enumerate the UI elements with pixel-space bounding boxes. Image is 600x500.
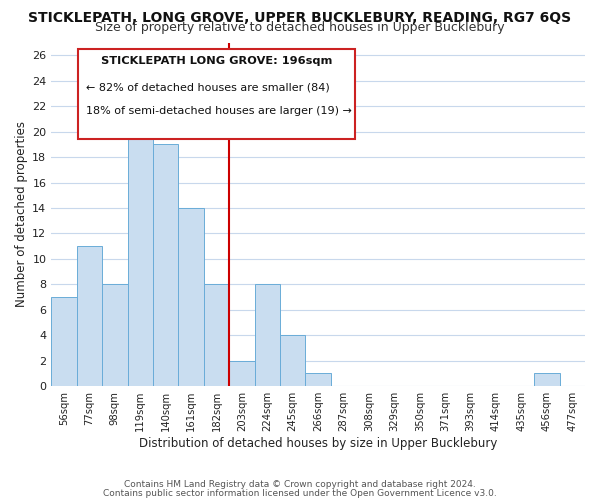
- Text: 18% of semi-detached houses are larger (19) →: 18% of semi-detached houses are larger (…: [86, 106, 352, 116]
- Bar: [153, 144, 178, 386]
- Text: ← 82% of detached houses are smaller (84): ← 82% of detached houses are smaller (84…: [86, 82, 330, 92]
- Bar: [77, 246, 102, 386]
- Bar: [204, 284, 229, 386]
- Bar: [102, 284, 128, 386]
- Text: Contains HM Land Registry data © Crown copyright and database right 2024.: Contains HM Land Registry data © Crown c…: [124, 480, 476, 489]
- Y-axis label: Number of detached properties: Number of detached properties: [15, 122, 28, 308]
- Bar: [305, 374, 331, 386]
- Bar: [229, 360, 254, 386]
- Text: STICKLEPATH, LONG GROVE, UPPER BUCKLEBURY, READING, RG7 6QS: STICKLEPATH, LONG GROVE, UPPER BUCKLEBUR…: [28, 11, 572, 25]
- Bar: [534, 374, 560, 386]
- Text: STICKLEPATH LONG GROVE: 196sqm: STICKLEPATH LONG GROVE: 196sqm: [101, 56, 332, 66]
- Bar: [51, 297, 77, 386]
- Bar: [178, 208, 204, 386]
- FancyBboxPatch shape: [78, 50, 355, 138]
- Text: Contains public sector information licensed under the Open Government Licence v3: Contains public sector information licen…: [103, 488, 497, 498]
- X-axis label: Distribution of detached houses by size in Upper Bucklebury: Distribution of detached houses by size …: [139, 437, 497, 450]
- Bar: [128, 119, 153, 386]
- Bar: [280, 336, 305, 386]
- Bar: [254, 284, 280, 386]
- Text: Size of property relative to detached houses in Upper Bucklebury: Size of property relative to detached ho…: [95, 22, 505, 35]
